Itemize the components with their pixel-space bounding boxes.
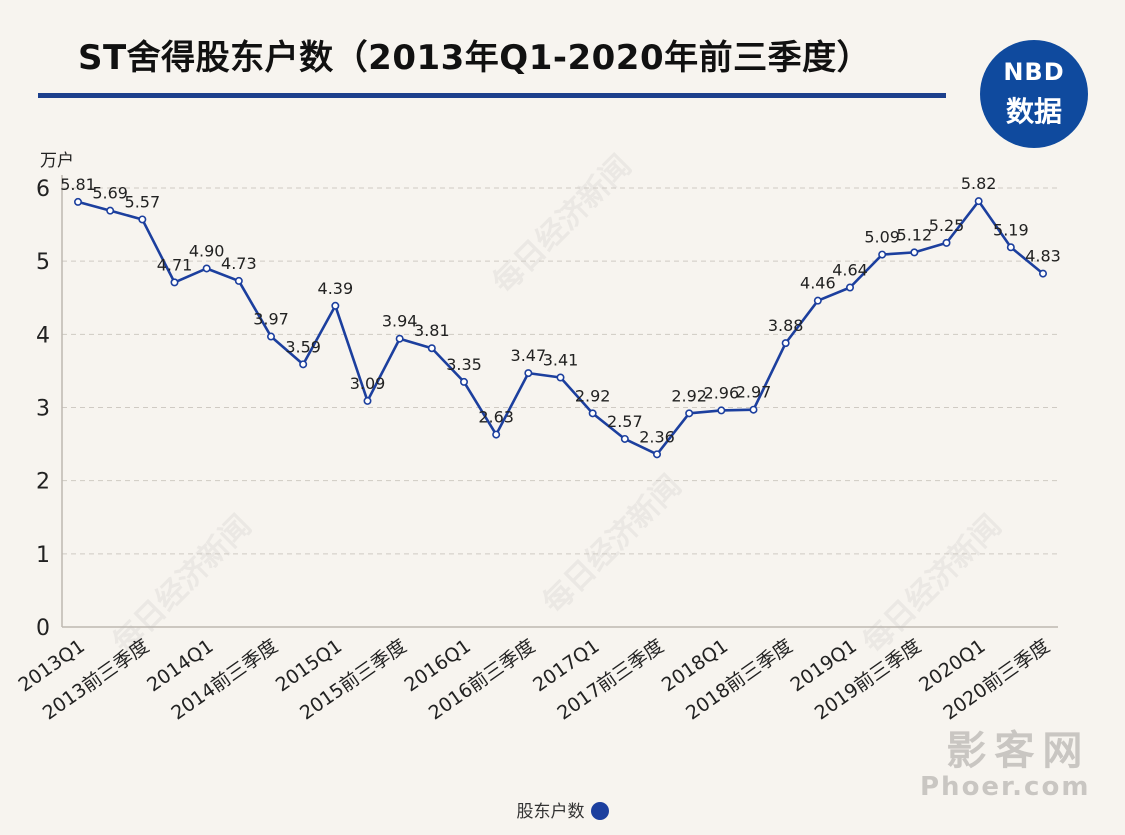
data-label: 3.59	[285, 337, 321, 356]
data-point	[395, 334, 404, 343]
data-label: 5.57	[125, 192, 161, 211]
data-point	[974, 197, 983, 206]
chart-title: ST舍得股东户数（2013年Q1-2020年前三季度）	[78, 38, 872, 78]
data-label: 2.63	[478, 408, 514, 427]
data-label: 4.71	[157, 255, 193, 274]
data-point	[1006, 243, 1015, 252]
data-label: 2.92	[575, 386, 611, 405]
data-label: 3.88	[768, 316, 804, 335]
data-label: 5.25	[929, 216, 965, 235]
y-tick-label: 6	[36, 177, 50, 202]
data-label: 3.81	[414, 321, 450, 340]
logo-text-top: NBD	[1003, 58, 1065, 86]
data-point	[492, 430, 501, 439]
data-label: 3.35	[446, 355, 482, 374]
data-point	[878, 250, 887, 259]
data-point	[331, 301, 340, 310]
data-label: 5.09	[864, 228, 900, 247]
data-label: 2.96	[704, 383, 740, 402]
data-label: 5.69	[92, 184, 128, 203]
data-point	[588, 409, 597, 418]
data-label: 5.81	[60, 175, 96, 194]
title-underline	[38, 93, 946, 98]
legend-label: 股东户数	[516, 802, 585, 822]
data-point	[234, 276, 243, 285]
logo-text-bottom: 数据	[1005, 95, 1062, 128]
data-label: 3.09	[350, 374, 386, 393]
data-point	[717, 406, 726, 415]
y-tick-label: 1	[36, 543, 50, 568]
data-point	[781, 339, 790, 348]
data-label: 2.36	[639, 427, 675, 446]
watermark-cn: 影客网	[946, 728, 1091, 774]
data-point	[170, 278, 179, 287]
y-tick-label: 0	[36, 616, 50, 641]
data-point	[652, 450, 661, 459]
data-point	[202, 264, 211, 273]
data-point	[299, 360, 308, 369]
y-tick-label: 3	[36, 397, 50, 422]
data-point	[620, 434, 629, 443]
data-label: 5.82	[961, 174, 997, 193]
y-tick-label: 5	[36, 250, 50, 275]
y-tick-label: 4	[36, 323, 50, 348]
nbd-logo: NBD 数据	[980, 40, 1088, 148]
data-point	[845, 283, 854, 292]
data-point	[427, 344, 436, 353]
data-label: 3.41	[543, 351, 579, 370]
watermark-en: Phoer.com	[920, 772, 1091, 802]
data-label: 5.12	[897, 225, 933, 244]
data-point	[910, 248, 919, 257]
data-point	[524, 369, 533, 378]
data-label: 4.64	[832, 261, 868, 280]
data-point	[556, 373, 565, 382]
corner-watermark: 影客网 Phoer.com	[920, 718, 1090, 802]
data-point	[266, 332, 275, 341]
data-point	[942, 238, 951, 247]
data-label: 4.90	[189, 241, 225, 260]
data-label: 4.73	[221, 254, 257, 273]
data-point	[363, 396, 372, 405]
data-label: 5.19	[993, 220, 1029, 239]
data-point	[138, 215, 147, 224]
data-point	[74, 197, 83, 206]
data-label: 2.92	[671, 386, 707, 405]
data-point	[106, 206, 115, 215]
data-point	[685, 409, 694, 418]
y-tick-label: 2	[36, 470, 50, 495]
data-label: 4.46	[800, 274, 836, 293]
data-point	[459, 377, 468, 386]
data-label: 3.94	[382, 312, 418, 331]
legend-marker	[590, 802, 609, 820]
data-point	[749, 405, 758, 414]
legend: 股东户数	[0, 797, 1125, 822]
data-label: 2.97	[736, 383, 772, 402]
data-label: 2.57	[607, 412, 643, 431]
data-label: 3.97	[253, 310, 289, 329]
y-axis-unit-label: 万户	[40, 151, 74, 171]
data-label: 3.47	[511, 346, 547, 365]
data-label: 4.83	[1025, 247, 1061, 266]
data-point	[813, 296, 822, 305]
data-point	[1039, 269, 1048, 278]
data-label: 4.39	[318, 279, 354, 298]
